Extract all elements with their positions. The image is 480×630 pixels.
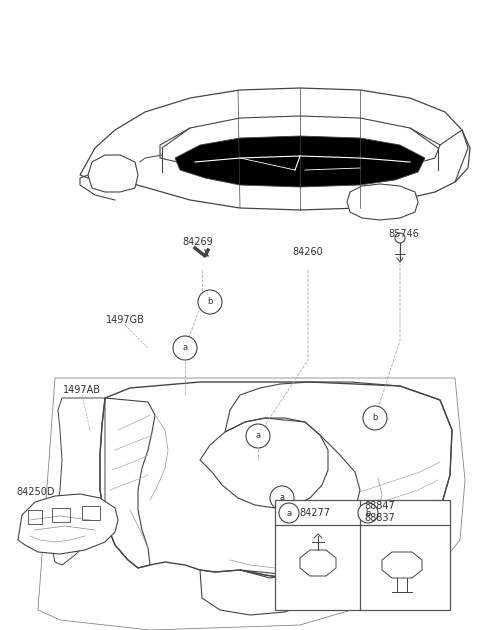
Text: 1497AB: 1497AB — [63, 385, 101, 395]
Text: 84277: 84277 — [300, 508, 331, 518]
Text: a: a — [182, 343, 188, 353]
Text: b: b — [372, 413, 378, 423]
Circle shape — [198, 290, 222, 314]
Text: a: a — [287, 508, 291, 517]
Text: a: a — [255, 432, 261, 440]
Circle shape — [395, 233, 405, 243]
Text: 1497GB: 1497GB — [106, 315, 144, 325]
Polygon shape — [100, 382, 452, 580]
Text: b: b — [365, 508, 371, 517]
Text: 84269: 84269 — [182, 237, 214, 247]
Text: 88837: 88837 — [365, 513, 396, 523]
Circle shape — [279, 503, 299, 523]
Text: 85746: 85746 — [389, 229, 420, 239]
Polygon shape — [80, 88, 470, 210]
Text: b: b — [207, 297, 213, 307]
Circle shape — [173, 336, 197, 360]
Polygon shape — [88, 155, 138, 192]
Polygon shape — [175, 136, 425, 187]
Text: a: a — [279, 493, 285, 503]
Polygon shape — [347, 184, 418, 220]
Text: 84250D: 84250D — [17, 487, 55, 497]
Circle shape — [246, 424, 270, 448]
Circle shape — [358, 503, 378, 523]
Circle shape — [270, 486, 294, 510]
Bar — [275, 500, 450, 610]
Polygon shape — [160, 116, 440, 172]
Polygon shape — [18, 494, 118, 554]
Text: 88847: 88847 — [365, 501, 396, 511]
Text: 84260: 84260 — [293, 247, 324, 257]
Circle shape — [363, 406, 387, 430]
